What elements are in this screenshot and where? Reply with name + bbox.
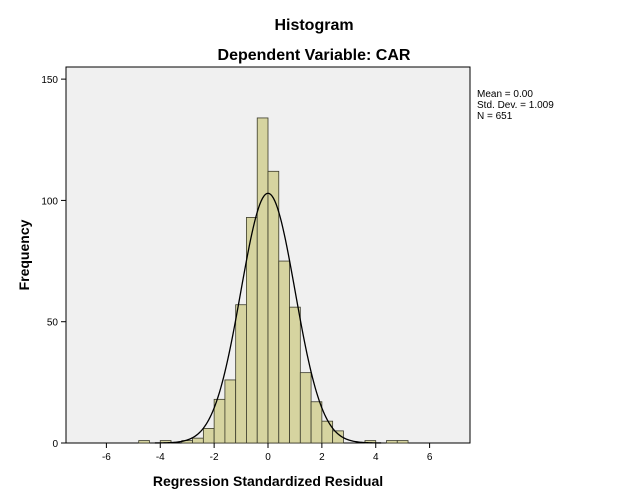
y-tick-label: 50 — [47, 318, 59, 329]
normal-curve — [154, 192, 382, 444]
histogram-bar — [256, 117, 269, 444]
histogram-bar — [138, 440, 150, 444]
x-tick-label: 0 — [265, 452, 271, 463]
x-axis-title: Regression Standardized Residual — [153, 473, 383, 489]
histogram-bar — [396, 440, 409, 444]
histogram-bar — [299, 372, 312, 444]
chart-title: Histogram — [274, 17, 353, 34]
x-tick-label: 6 — [427, 452, 433, 463]
stat-n: N = 651 — [477, 111, 513, 122]
histogram-bar — [267, 170, 280, 444]
y-tick-label: 0 — [52, 439, 58, 450]
x-tick-label: -4 — [156, 452, 165, 463]
histogram-bar — [224, 379, 237, 444]
histogram-bar — [289, 306, 301, 444]
histogram-bar — [332, 430, 344, 444]
histogram-bar — [192, 437, 204, 444]
histogram-bar — [310, 401, 323, 444]
y-tick-label: 100 — [41, 196, 58, 207]
x-tick-label: 4 — [373, 452, 379, 463]
histogram-bar — [235, 304, 247, 444]
histogram-bars — [138, 117, 409, 444]
stat-mean: Mean = 0.00 — [477, 89, 533, 100]
histogram-bar — [278, 260, 290, 444]
histogram-bar — [213, 398, 226, 444]
x-tick-label: -2 — [210, 452, 219, 463]
x-tick-label: -6 — [102, 452, 111, 463]
chart-subtitle: Dependent Variable: CAR — [218, 47, 411, 64]
histogram-bar — [202, 428, 215, 444]
y-tick-label: 150 — [41, 75, 58, 86]
histogram-bar — [321, 420, 334, 444]
stat-std-dev: Std. Dev. = 1.009 — [477, 100, 554, 111]
x-tick-label: 2 — [319, 452, 325, 463]
histogram-bar — [386, 440, 398, 444]
x-axis-ticks: -6 -4 -2 0 2 4 6 — [102, 443, 433, 463]
y-axis-ticks: 0 50 100 150 — [41, 75, 66, 450]
y-axis-title: Frequency — [16, 219, 32, 290]
